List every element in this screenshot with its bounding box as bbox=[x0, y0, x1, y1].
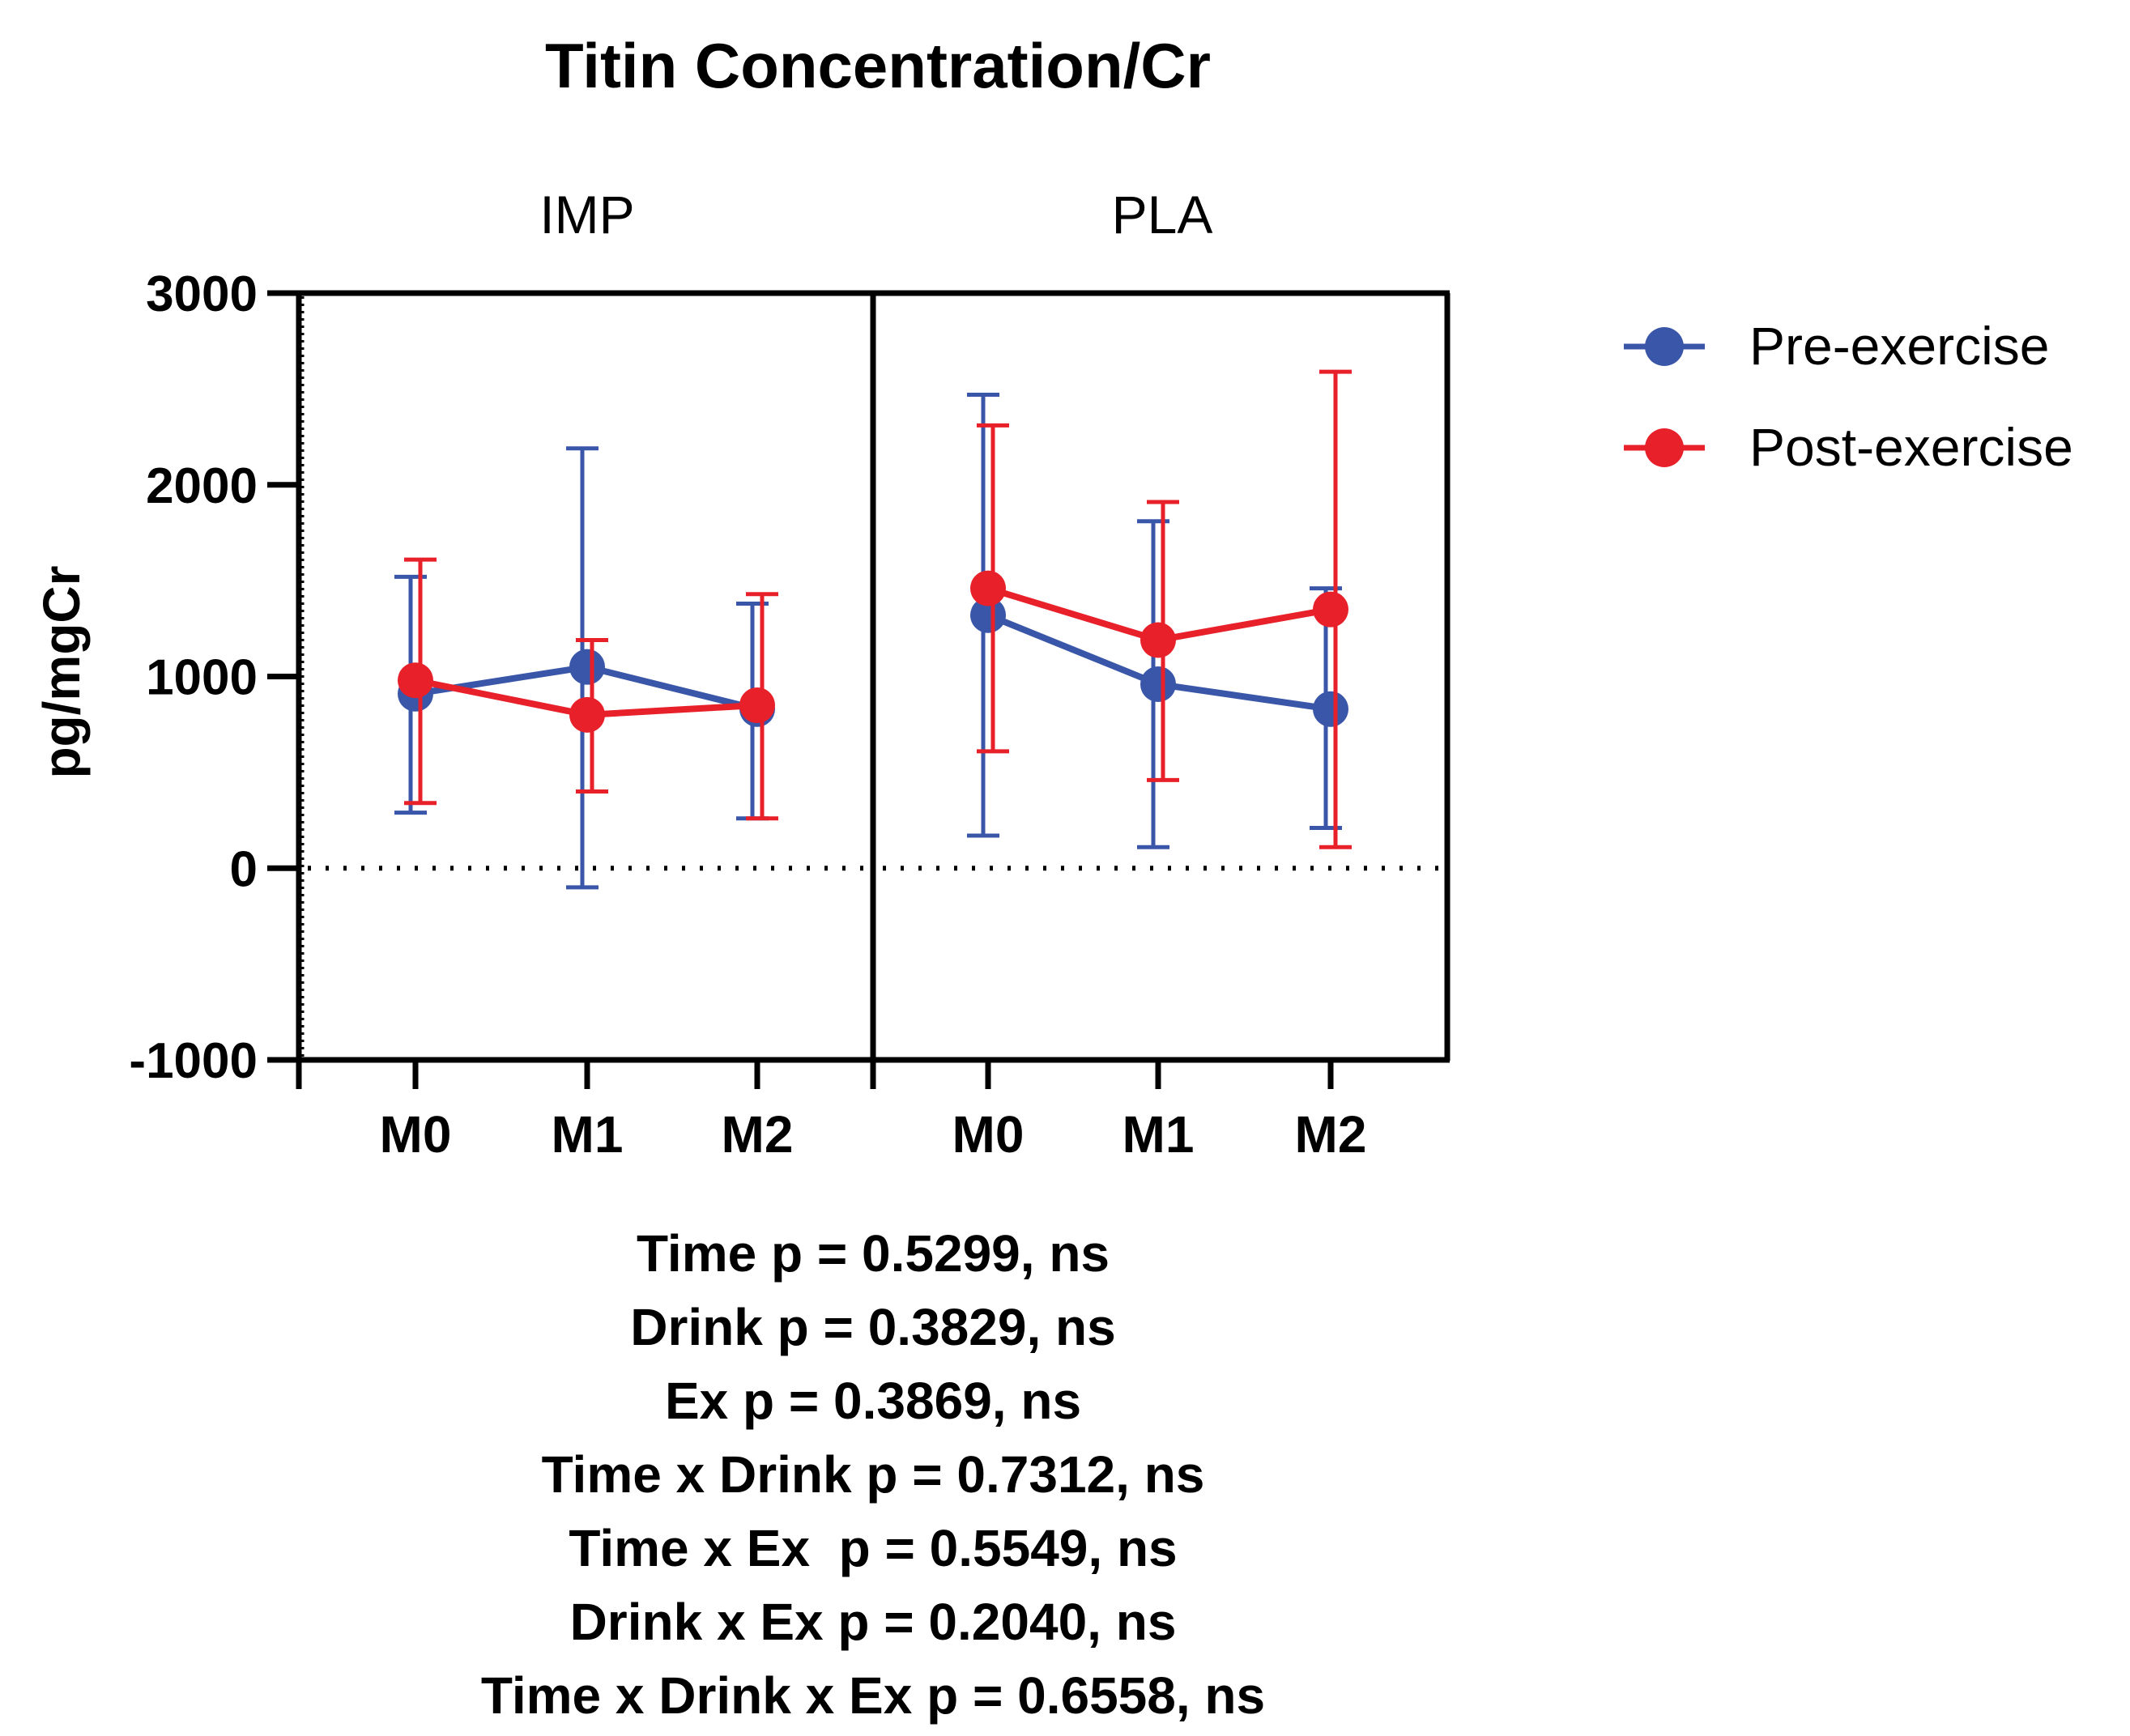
y-tick-label--1000: -1000 bbox=[129, 1033, 258, 1089]
stat-drink: Drink p = 0.3829, ns bbox=[630, 1298, 1115, 1356]
series-post bbox=[398, 369, 1352, 849]
y-axis-label: pg/mgCr bbox=[32, 565, 91, 778]
x-tick-label-pla-m0: M0 bbox=[952, 1105, 1025, 1164]
legend-marker-post bbox=[1645, 428, 1684, 467]
stats-annotations: Time p = 0.5299, ns Drink p = 0.3829, ns… bbox=[481, 1224, 1265, 1725]
point-post-pla-m2 bbox=[1313, 591, 1348, 628]
x-axis-ticks: M0 M1 M2 M0 M1 M2 bbox=[296, 1060, 1367, 1164]
y-axis-ticks: -1000 0 1000 2000 3000 bbox=[129, 266, 299, 1089]
stat-drink-ex: Drink x Ex p = 0.2040, ns bbox=[570, 1593, 1177, 1651]
point-pre-imp-m1 bbox=[569, 649, 605, 685]
series-layer bbox=[394, 369, 1352, 890]
panel-label-pla: PLA bbox=[1112, 185, 1213, 245]
x-tick-label-imp-m0: M0 bbox=[380, 1105, 452, 1164]
x-tick-label-pla-m2: M2 bbox=[1295, 1105, 1367, 1164]
stat-time: Time p = 0.5299, ns bbox=[637, 1224, 1110, 1283]
stat-time-ex: Time x Ex p = 0.5549, ns bbox=[569, 1519, 1177, 1577]
x-tick-label-pla-m1: M1 bbox=[1123, 1105, 1195, 1164]
y-tick-label-1000: 1000 bbox=[146, 650, 258, 706]
legend-label-pre: Pre-exercise bbox=[1749, 316, 2049, 376]
point-pre-pla-m1 bbox=[1140, 666, 1176, 702]
point-post-imp-m2 bbox=[739, 687, 775, 724]
legend-label-post: Post-exercise bbox=[1749, 417, 2073, 477]
y-tick-label-2000: 2000 bbox=[146, 458, 258, 514]
point-post-imp-m0 bbox=[398, 662, 433, 699]
point-post-pla-m0 bbox=[970, 570, 1006, 606]
x-tick-label-imp-m1: M1 bbox=[552, 1105, 624, 1164]
point-post-pla-m1 bbox=[1140, 622, 1176, 658]
y-tick-label-0: 0 bbox=[230, 841, 258, 897]
stat-time-drink: Time x Drink p = 0.7312, ns bbox=[542, 1445, 1205, 1504]
legend-marker-pre bbox=[1645, 327, 1684, 366]
point-pre-pla-m2 bbox=[1313, 691, 1348, 727]
y-tick-label-3000: 3000 bbox=[146, 266, 258, 322]
panel-label-imp: IMP bbox=[539, 185, 634, 245]
x-tick-label-imp-m2: M2 bbox=[722, 1105, 794, 1164]
point-post-imp-m1 bbox=[569, 696, 605, 733]
point-pre-pla-m0 bbox=[970, 597, 1006, 633]
stat-time-drink-ex: Time x Drink x Ex p = 0.6558, ns bbox=[481, 1666, 1265, 1725]
stat-ex: Ex p = 0.3869, ns bbox=[665, 1372, 1081, 1430]
plot-frame bbox=[296, 290, 1451, 1063]
chart-title: Titin Concentration/Cr bbox=[545, 30, 1211, 101]
legend: Pre-exercise Post-exercise bbox=[1624, 316, 2073, 477]
